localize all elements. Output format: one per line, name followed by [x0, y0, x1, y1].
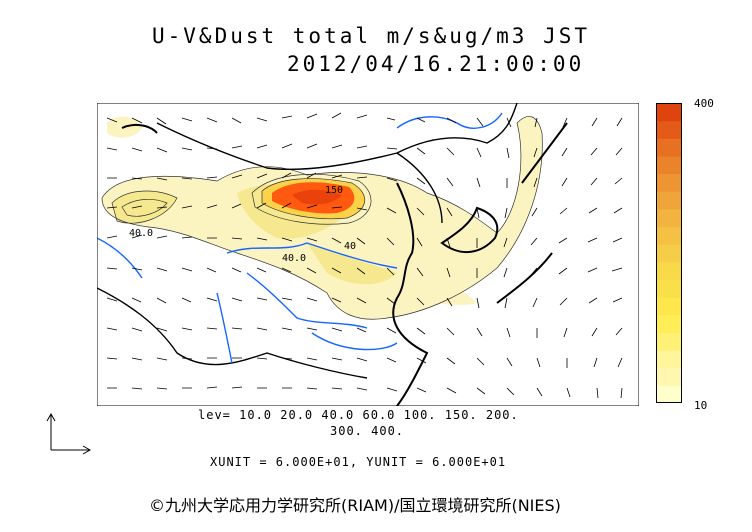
colorbar-frame [656, 103, 682, 403]
colorbar-step [656, 350, 682, 369]
colorbar-step [656, 367, 682, 386]
colorbar-step [656, 138, 682, 157]
contour-label-40-west: 40.0 [129, 228, 153, 239]
colorbar-step [656, 261, 682, 280]
contour-label-40-east: 40 [344, 241, 356, 252]
colorbar-step [656, 103, 682, 122]
colorbar-max-label: 400 [694, 97, 714, 110]
colorbar-step [656, 244, 682, 263]
chart-title: U-V&Dust total m/s&ug/m3 JST [152, 24, 591, 48]
dust-plume-high [262, 178, 365, 219]
colorbar-step [656, 279, 682, 298]
unit-scale: XUNIT = 6.000E+01, YUNIT = 6.000E+01 [210, 455, 507, 469]
colorbar-step [656, 297, 682, 316]
vector-reference-axes-icon [46, 412, 92, 455]
contour-label-40-center: 40.0 [282, 253, 306, 264]
colorbar-step [656, 385, 682, 403]
wind-vectors [106, 112, 623, 399]
colorbar [656, 103, 682, 403]
colorbar-min-label: 10 [694, 399, 708, 412]
contour-levels-line1: lev= 10.0 20.0 40.0 60.0 100. 150. 200. [198, 408, 519, 422]
contour-label-150: 150 [325, 185, 343, 196]
country-borders [97, 103, 518, 379]
contour-levels-line2: 300. 400. [330, 424, 405, 438]
coastlines [121, 122, 568, 406]
colorbar-step [656, 332, 682, 351]
colorbar-step [656, 155, 682, 175]
colorbar-step [656, 173, 682, 192]
dust-map: 150 40.0 40.0 40 [97, 103, 639, 406]
copyright-credit: ©九州大学応用力学研究所(RIAM)/国立環境研究所(NIES) [149, 496, 561, 515]
rivers [97, 112, 503, 364]
colorbar-step [656, 191, 682, 210]
timestamp: 2012/04/16.21:00:00 [287, 52, 585, 76]
colorbar-step [656, 314, 682, 333]
dust-contours [101, 116, 543, 320]
colorbar-step [656, 120, 682, 139]
colorbar-step [656, 226, 682, 245]
colorbar-step [656, 208, 682, 228]
